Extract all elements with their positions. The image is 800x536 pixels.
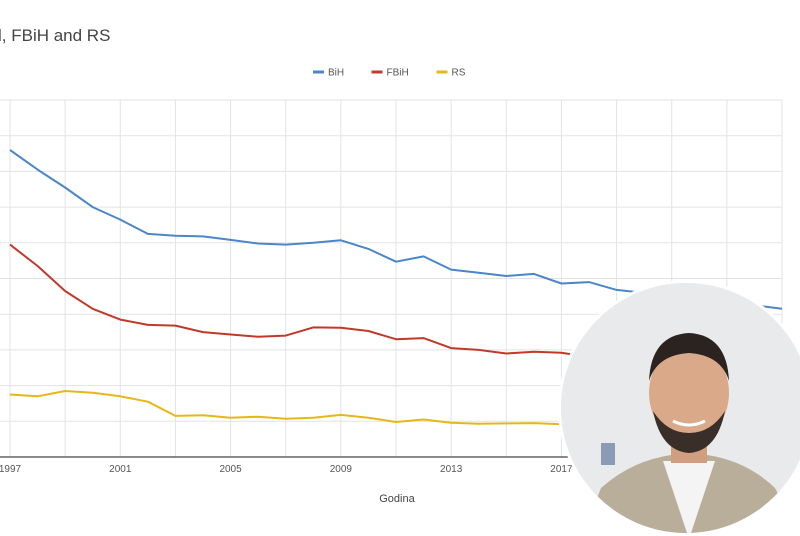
- person-portrait-image: [561, 283, 800, 533]
- x-tick-label: 2013: [440, 464, 463, 475]
- x-tick-label: 2009: [330, 464, 353, 475]
- legend: BiH FBiH RS: [313, 68, 466, 79]
- legend-label-fbih: FBiH: [387, 68, 409, 79]
- x-tick-label: 1997: [0, 464, 22, 475]
- x-tick-label: 2017: [550, 464, 573, 475]
- presenter-photo: [558, 280, 800, 536]
- chart-title: l, FBiH and RS: [0, 26, 111, 45]
- legend-label-rs: RS: [452, 68, 466, 79]
- x-tick-label: 2001: [109, 464, 132, 475]
- x-tick-label: 2005: [219, 464, 242, 475]
- legend-label-bih: BiH: [328, 68, 344, 79]
- x-axis-label: Godina: [379, 493, 415, 505]
